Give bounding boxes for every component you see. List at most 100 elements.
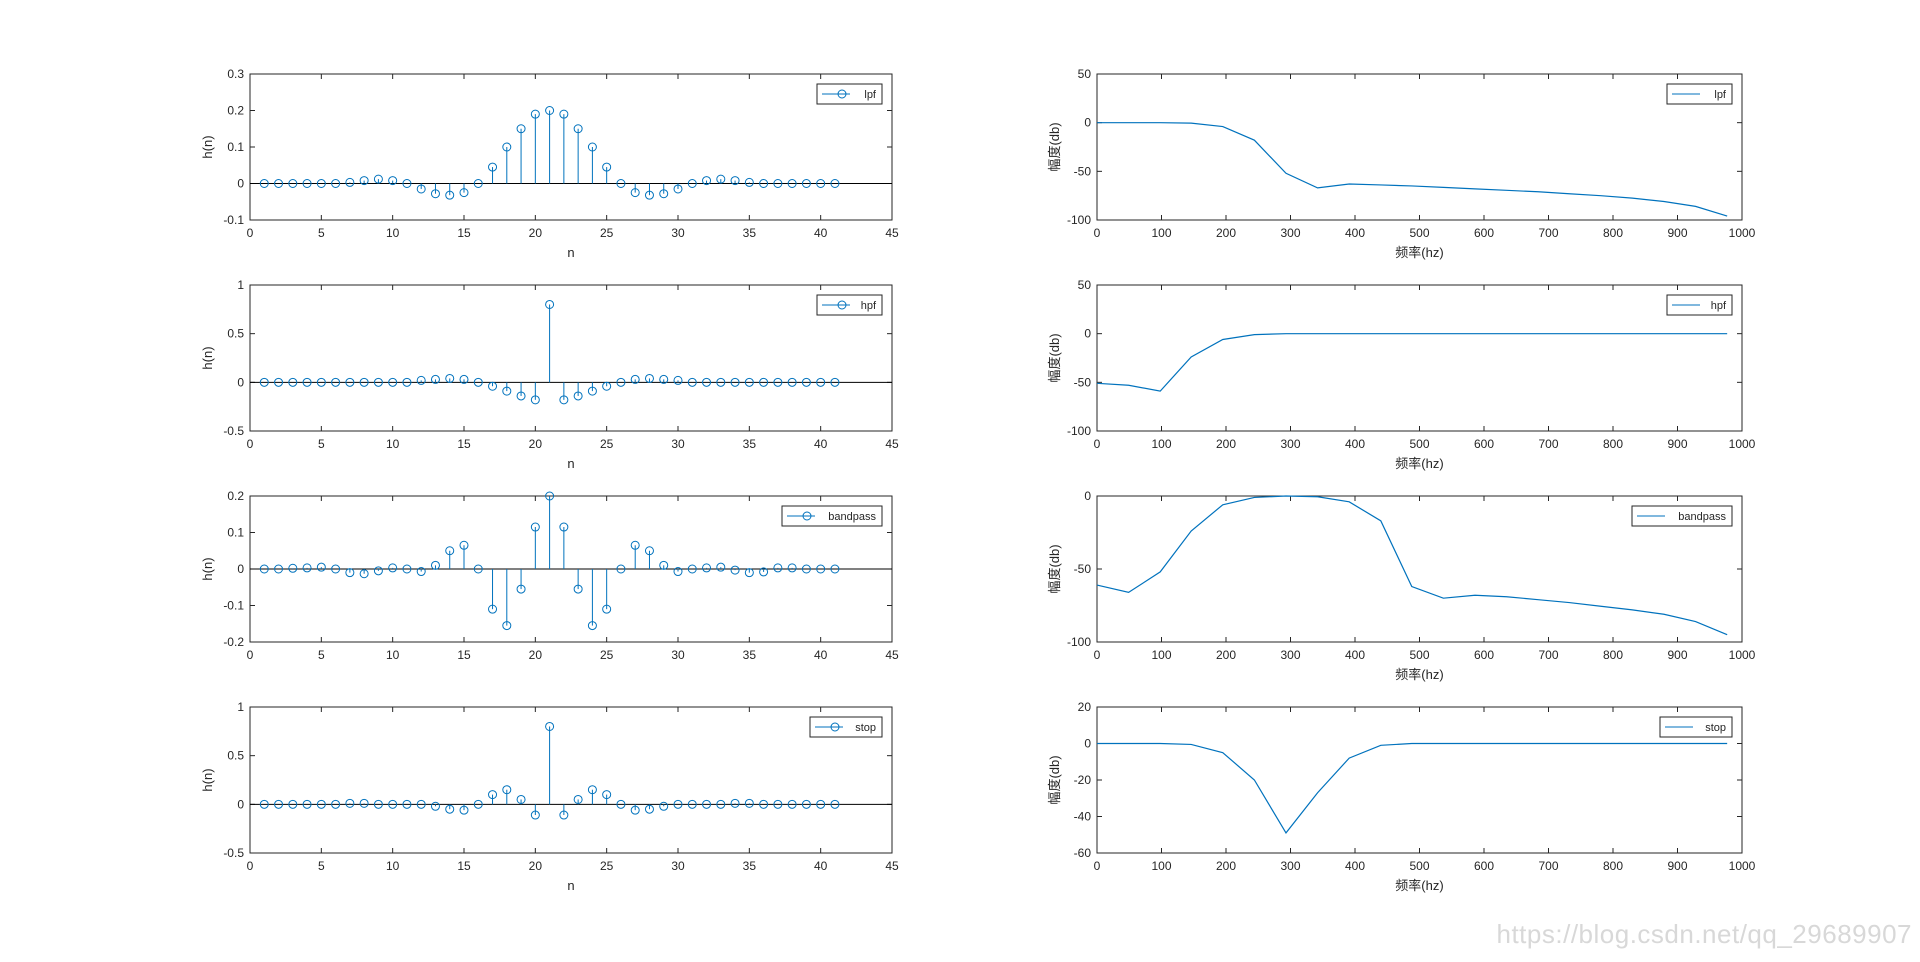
stem-marker (488, 162, 498, 172)
x-tick-label: 0 (1094, 859, 1101, 873)
stem-marker (402, 377, 412, 387)
stem-marker (644, 373, 654, 383)
stem-marker (587, 621, 597, 631)
y-tick-label: -50 (1074, 375, 1092, 389)
y-tick-label: 0 (237, 562, 244, 576)
x-tick-label: 100 (1151, 648, 1171, 662)
x-axis-label: n (567, 245, 574, 260)
x-tick-label: 700 (1538, 437, 1558, 451)
stem-marker (402, 799, 412, 809)
stem-marker (373, 377, 383, 387)
legend-label: hpf (861, 300, 877, 312)
stem-marker (331, 377, 341, 387)
y-tick-label: 0.5 (227, 749, 244, 763)
y-tick-label: -20 (1074, 773, 1092, 787)
x-tick-label: 400 (1345, 648, 1365, 662)
x-tick-label: 15 (457, 437, 471, 451)
chart-panel-lpf-magnitude: 0 100 200 300 400 500 600 700 800 900 1000 -100 -50 0… (1047, 67, 1756, 260)
x-tick-label: 900 (1667, 226, 1687, 240)
stem-marker (644, 190, 654, 200)
x-tick-label: 100 (1151, 859, 1171, 873)
stem-marker (459, 805, 469, 815)
stem-marker (459, 374, 469, 384)
stem-marker (702, 799, 712, 809)
x-tick-label: 35 (743, 648, 757, 662)
stem-marker (816, 799, 826, 809)
stem-marker (830, 377, 840, 387)
x-tick-label: 40 (814, 437, 828, 451)
stem-marker (801, 564, 811, 574)
legend-label: lpf (1714, 89, 1727, 101)
stem-marker (430, 560, 440, 570)
stem-marker (445, 546, 455, 556)
x-tick-label: 500 (1409, 437, 1429, 451)
x-tick-label: 100 (1151, 226, 1171, 240)
x-axis-label: 频率(hz) (1395, 878, 1443, 893)
legend-label: bandpass (828, 511, 876, 523)
x-tick-label: 15 (457, 859, 471, 873)
stem-marker (545, 106, 555, 115)
y-tick-label: -0.5 (223, 424, 244, 438)
y-tick-label: 0.2 (227, 104, 244, 118)
stem-marker (630, 540, 640, 550)
x-tick-label: 1000 (1729, 437, 1756, 451)
stem-marker (302, 179, 312, 188)
stem-marker (587, 785, 597, 795)
stem-marker (373, 566, 383, 576)
y-tick-label: -0.5 (223, 846, 244, 860)
stem-marker (345, 377, 355, 387)
stem-marker (573, 584, 583, 594)
y-axis-label: 幅度(db) (1047, 544, 1062, 593)
stem-marker (773, 179, 783, 188)
stem-marker (644, 546, 654, 556)
x-axis-label: 频率(hz) (1395, 245, 1443, 260)
stem-marker (759, 567, 769, 577)
stem-marker (702, 563, 712, 573)
x-tick-label: 0 (1094, 437, 1101, 451)
x-tick-label: 900 (1667, 437, 1687, 451)
stem-marker (316, 377, 326, 387)
stem-marker (659, 374, 669, 384)
y-tick-label: 0.1 (227, 526, 244, 540)
x-tick-label: 800 (1603, 859, 1623, 873)
x-tick-label: 600 (1474, 437, 1494, 451)
stem-marker (545, 721, 555, 731)
stem-marker (359, 377, 369, 387)
stem-marker (787, 377, 797, 387)
stem-marker (502, 386, 512, 396)
plot-area (1096, 284, 1743, 432)
stem-marker (274, 377, 284, 387)
stem-marker (573, 124, 583, 134)
x-tick-label: 45 (885, 648, 899, 662)
x-tick-label: 700 (1538, 859, 1558, 873)
y-axis-label: 幅度(db) (1047, 755, 1062, 804)
y-tick-label: 0 (237, 177, 244, 191)
watermark-text: https://blog.csdn.net/qq_29689907 (1496, 919, 1912, 949)
x-tick-label: 0 (1094, 648, 1101, 662)
stem-marker (759, 799, 769, 809)
stem-marker (416, 567, 426, 577)
plot-area (1096, 73, 1743, 221)
x-tick-label: 15 (457, 226, 471, 240)
stem-marker (673, 184, 683, 194)
x-tick-label: 800 (1603, 226, 1623, 240)
stem-marker (573, 391, 583, 401)
x-tick-label: 700 (1538, 648, 1558, 662)
legend-label: stop (855, 722, 876, 734)
plot-area (1096, 706, 1743, 854)
stem-marker (687, 377, 697, 387)
stem-marker (473, 377, 483, 387)
stem-marker (616, 564, 626, 574)
stem-marker (445, 190, 455, 200)
stem-marker (430, 189, 440, 199)
legend-label: lpf (864, 89, 877, 101)
stem-marker (331, 179, 341, 188)
legend-box (809, 716, 883, 738)
x-tick-label: 100 (1151, 437, 1171, 451)
stem-marker (331, 799, 341, 809)
y-tick-label: 0 (1084, 327, 1091, 341)
stem-marker (559, 522, 569, 532)
legend-label: bandpass (1678, 511, 1726, 523)
stem-marker (716, 377, 726, 387)
